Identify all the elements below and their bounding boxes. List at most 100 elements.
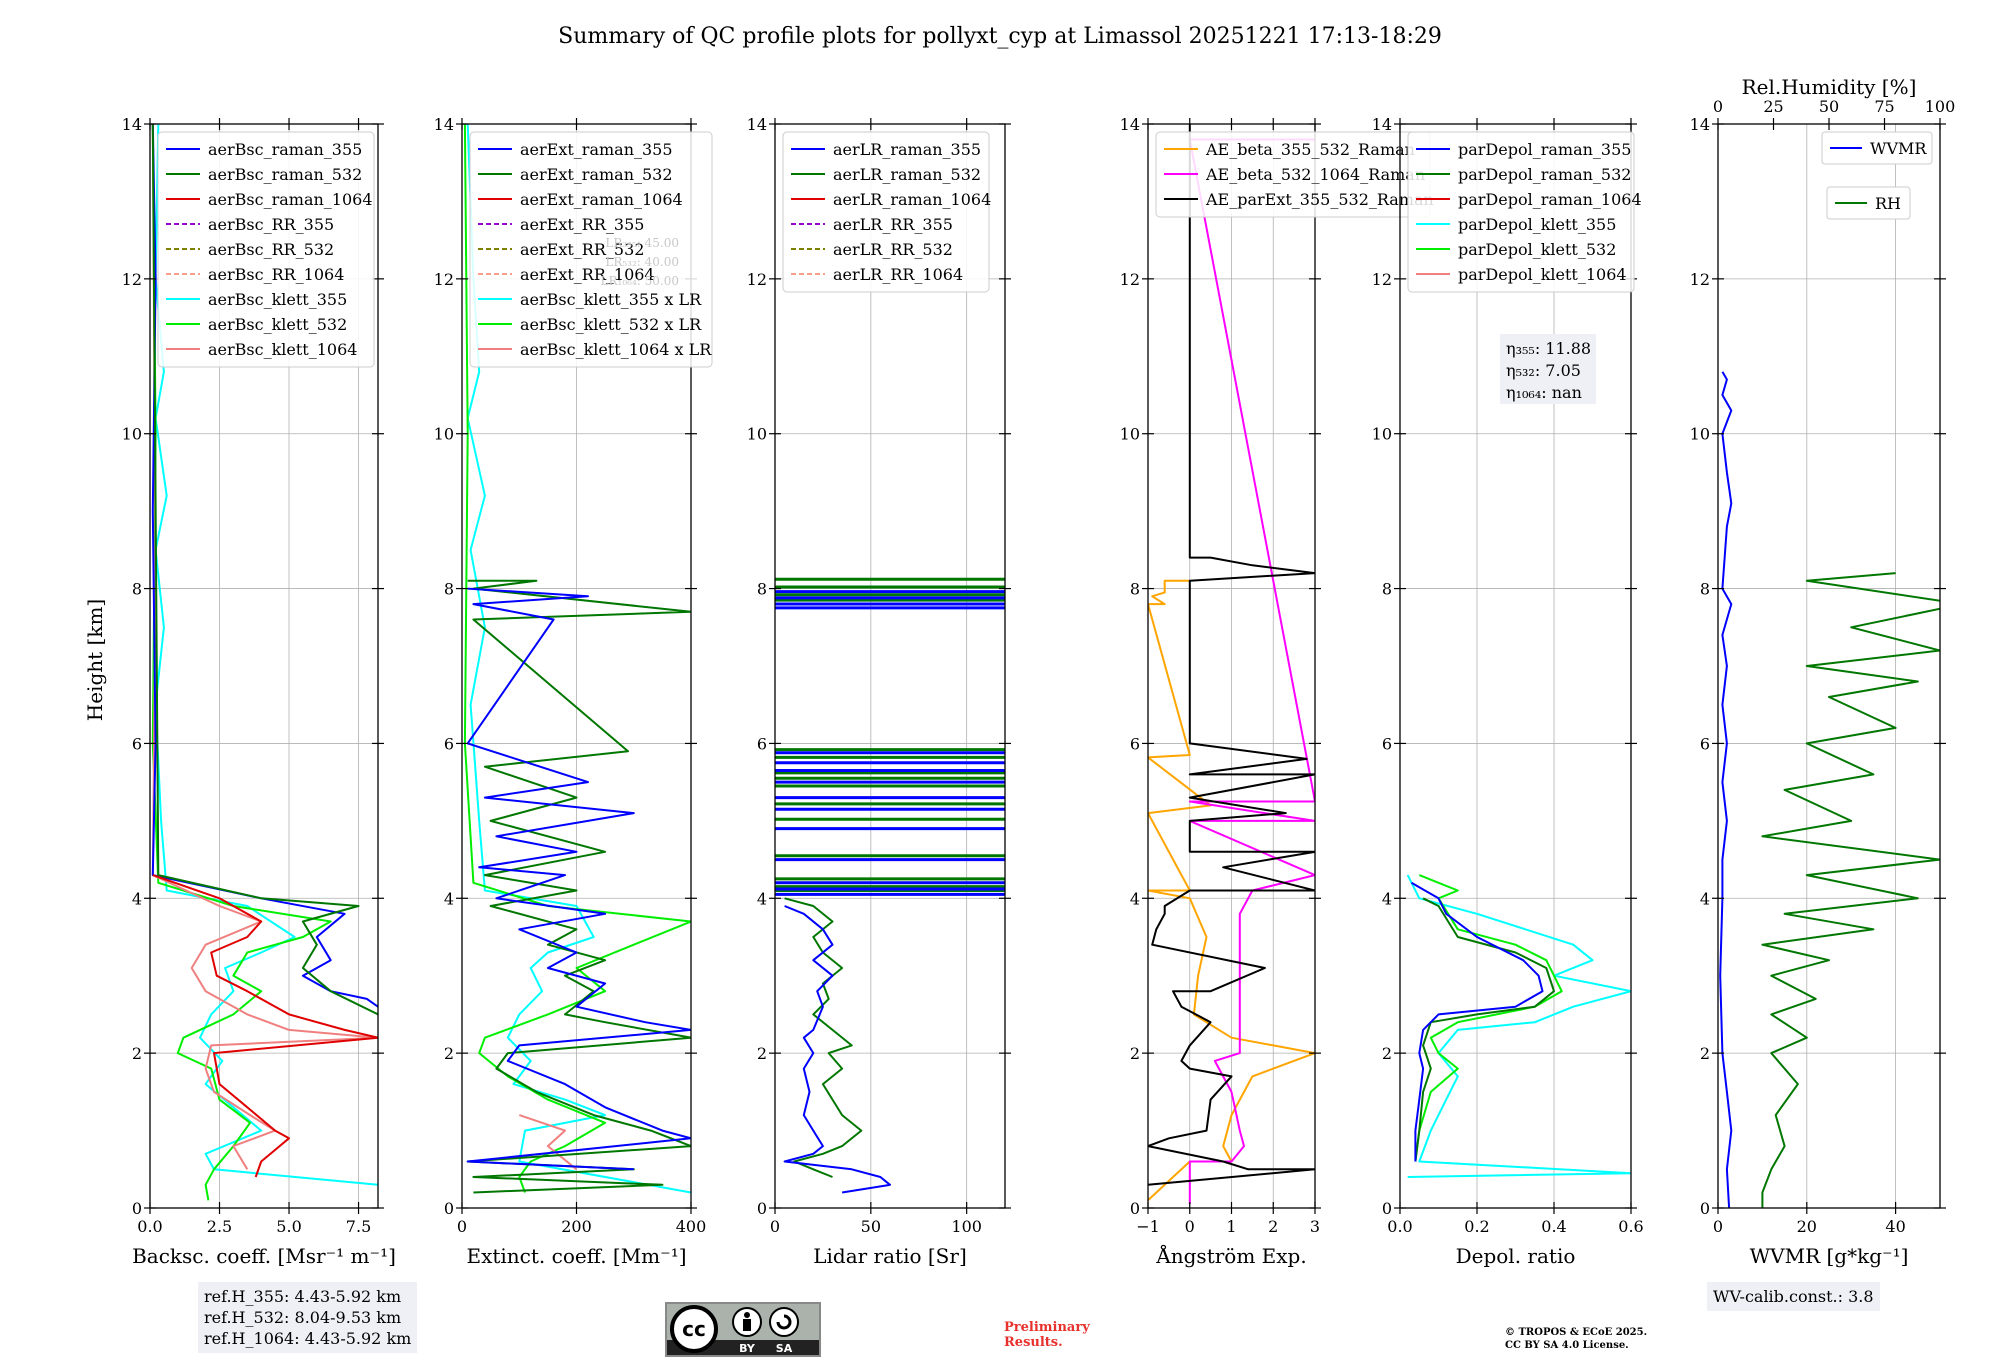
y-tick-label: 6 — [444, 734, 454, 753]
series-parDepol_raman_532 — [1414, 897, 1555, 1162]
x-tick-label: 1 — [1226, 1217, 1236, 1236]
legend-label: aerBsc_klett_532 x LR — [520, 315, 702, 334]
legend-label: parDepol_klett_532 — [1458, 240, 1616, 259]
legend-label: WVMR — [1870, 139, 1927, 158]
axes-frame — [774, 123, 1006, 1209]
top-x-tick-label: 100 — [1925, 97, 1956, 116]
y-axis-label: Height [km] — [83, 599, 107, 721]
y-tick-label: 0 — [444, 1199, 454, 1218]
legend-label: aerBsc_klett_1064 — [208, 340, 357, 359]
y-tick-label: 8 — [1130, 580, 1140, 599]
y-tick-label: 10 — [1120, 425, 1140, 444]
x-tick-label: 5.0 — [276, 1217, 301, 1236]
series-aerBsc_klett_1064 — [151, 124, 378, 1170]
copyright-line-2: CC BY SA 4.0 License. — [1505, 1340, 1629, 1351]
y-tick-label: 12 — [1690, 270, 1710, 289]
y-tick-label: 2 — [444, 1044, 454, 1063]
y-tick-label: 6 — [757, 734, 767, 753]
y-tick-label: 2 — [1700, 1044, 1710, 1063]
x-tick-label: 0.0 — [1387, 1217, 1412, 1236]
x-tick-label: 40 — [1885, 1217, 1905, 1236]
y-tick-label: 0 — [1130, 1199, 1140, 1218]
legend-box — [1407, 131, 1635, 293]
x-tick-label: 0 — [770, 1217, 780, 1236]
data-layer — [463, 124, 691, 1194]
legend-label: aerBsc_RR_532 — [208, 240, 334, 259]
y-tick-label: 4 — [757, 889, 767, 908]
sa-label: SA — [776, 1342, 793, 1355]
x-tick-label: 0 — [1713, 1217, 1723, 1236]
legend-box — [1821, 131, 1933, 165]
legend-label: aerBsc_klett_355 x LR — [520, 290, 702, 309]
legend-label: aerBsc_klett_355 — [208, 290, 347, 309]
top-x-tick-label: 0 — [1713, 97, 1723, 116]
figure-title: Summary of QC profile plots for pollyxt_… — [558, 24, 1442, 49]
x-tick-label: −1 — [1136, 1217, 1160, 1236]
series-parDepol_klett_355 — [1406, 874, 1631, 1178]
ref-height-355: ref.H_355: 4.43-5.92 km — [204, 1287, 402, 1306]
copyright-note: © TROPOS & ECoE 2025. CC BY SA 4.0 Licen… — [1505, 1326, 1647, 1352]
cc-license-badge: cc BY SA — [665, 1302, 821, 1357]
series-parDepol_klett_532 — [1414, 874, 1563, 1162]
x-axis-label: WVMR [g*kg⁻¹] — [1750, 1244, 1909, 1268]
legend-label: aerLR_RR_1064 — [833, 265, 963, 284]
legend-ae: AE_beta_355_532_Raman AE_beta_532_1064_Ra… — [1155, 131, 1434, 218]
preliminary-line-2: Results. — [1004, 1335, 1063, 1350]
series-aerLR_raman_355 — [783, 905, 891, 1194]
series-aerBsc_klett_355 x LR — [466, 124, 691, 1194]
y-tick-label: 14 — [434, 115, 454, 134]
y-tick-label: 0 — [1700, 1199, 1710, 1218]
x-tick-label: 100 — [951, 1217, 982, 1236]
y-tick-label: 14 — [122, 115, 142, 134]
eta-box — [1500, 334, 1596, 404]
panel-depol: 0 2 4 6 8 10 12 14 0.0 0.2 0.4 0.6 Depol. ratio parDe… — [1372, 115, 1644, 1268]
x-tick-label: 0 — [1185, 1217, 1195, 1236]
legend-label: aerBsc_klett_1064 x LR — [520, 340, 712, 359]
legend-label: aerLR_raman_355 — [833, 140, 981, 159]
x-tick-label: 2 — [1268, 1217, 1278, 1236]
legend-label: aerBsc_raman_1064 — [208, 190, 373, 209]
legend-label: aerBsc_RR_355 — [208, 215, 334, 234]
cc-icon: cc BY SA — [670, 1305, 799, 1355]
y-tick-label: 6 — [1130, 734, 1140, 753]
series-AE_beta_532_1064_Raman — [1188, 138, 1315, 1205]
legend-box — [469, 131, 713, 368]
axes-frame — [149, 123, 379, 1209]
lr-assumption-label: LR₃₅₅: 45.00 — [605, 236, 679, 250]
y-tick-label: 14 — [1372, 115, 1392, 134]
y-tick-label: 4 — [444, 889, 454, 908]
y-tick-label: 14 — [1120, 115, 1140, 134]
y-tick-label: 4 — [1700, 889, 1710, 908]
legend-depol: parDepol_raman_355 parDepol_raman_532 parD… — [1407, 131, 1642, 293]
series-aerLR_raman_532 — [784, 897, 863, 1178]
y-tick-label: 2 — [1382, 1044, 1392, 1063]
legend-label: aerLR_raman_532 — [833, 165, 981, 184]
data-layer — [1406, 874, 1631, 1178]
legend-label: parDepol_raman_532 — [1458, 165, 1631, 184]
x-axis-label: Ångström Exp. — [1155, 1243, 1306, 1268]
eta-label: η₅₃₂: 7.05 — [1506, 361, 1581, 380]
y-tick-label: 0 — [1382, 1199, 1392, 1218]
x-tick-label: 2.5 — [207, 1217, 232, 1236]
y-tick-label: 2 — [132, 1044, 142, 1063]
legend-label: aerExt_raman_1064 — [520, 190, 683, 209]
axes-frame — [1717, 123, 1941, 1209]
legend-label: aerBsc_raman_355 — [208, 140, 362, 159]
legend-label: aerBsc_RR_1064 — [208, 265, 344, 284]
x-tick-label: 400 — [676, 1217, 707, 1236]
x-tick-label: 0.6 — [1618, 1217, 1643, 1236]
series-aerBsc_klett_1064 x LR — [518, 1114, 578, 1171]
reference-height-box: ref.H_355: 4.43-5.92 km ref.H_532: 8.04-… — [198, 1282, 418, 1353]
y-tick-label: 4 — [1382, 889, 1392, 908]
x-axis-label: Backsc. coeff. [Msr⁻¹ m⁻¹] — [132, 1244, 396, 1268]
wv-calibration-constant: WV-calib.const.: 3.8 — [1713, 1287, 1874, 1306]
x-tick-label: 0.4 — [1541, 1217, 1566, 1236]
series-RH — [1761, 572, 1940, 1208]
y-tick-label: 12 — [1120, 270, 1140, 289]
series-aerBsc_klett_532 — [151, 124, 332, 1201]
preliminary-results-note: Preliminary Results. — [1004, 1320, 1090, 1350]
cc-text: cc — [682, 1317, 706, 1341]
